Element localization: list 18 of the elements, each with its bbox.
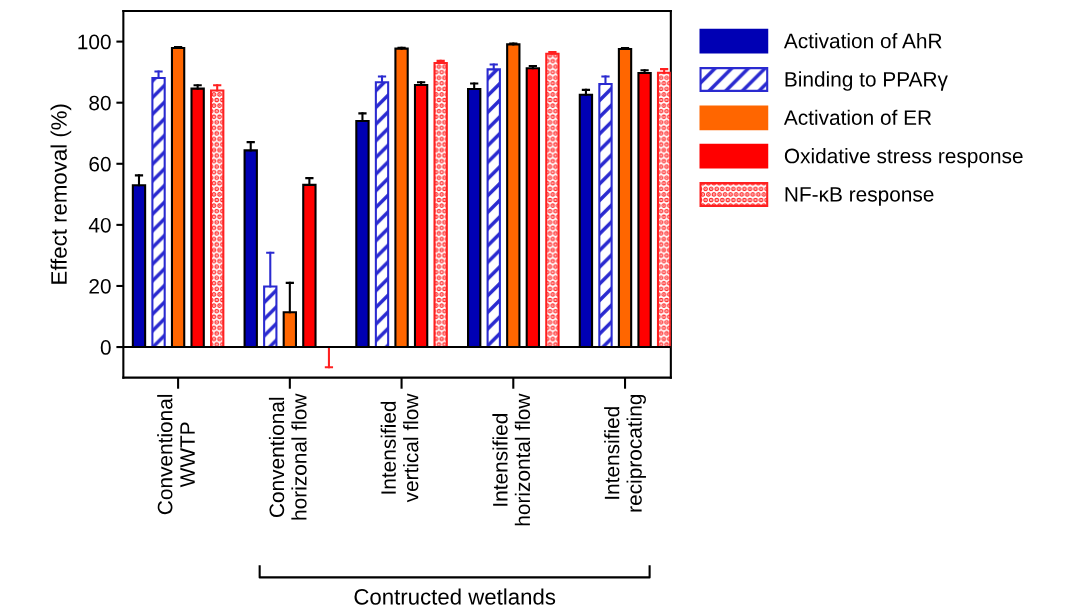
- y-tick-label: 80: [89, 95, 111, 111]
- y-tick-label: 100: [78, 34, 111, 50]
- x-tick-label: Intensified vertical flow: [380, 393, 419, 503]
- legend-label: Activation of AhR: [783, 33, 942, 49]
- y-tick-label: 0: [100, 340, 111, 355]
- x-tick-label: Conventional horizonal flow: [268, 393, 307, 520]
- x-tick-label: Intensified reciprocating: [604, 394, 646, 512]
- y-tick-label: 20: [89, 278, 111, 294]
- legend-label: NF-κB response: [785, 187, 934, 206]
- y-axis-title: Effect removal (%): [50, 104, 72, 284]
- x-tick-label: Intensified horizontal flow: [492, 393, 531, 526]
- legend-label: Binding to PPARγ: [785, 71, 948, 91]
- y-tick-label: 40: [88, 217, 111, 233]
- x-tick-label: Conventional WWTP: [157, 394, 195, 515]
- legend-label: Oxidative stress response: [784, 148, 1023, 168]
- text: Contructed wetlands: [354, 588, 556, 605]
- y-tick-label: 60: [89, 156, 111, 172]
- legend-label: Activation of ER: [783, 109, 932, 126]
